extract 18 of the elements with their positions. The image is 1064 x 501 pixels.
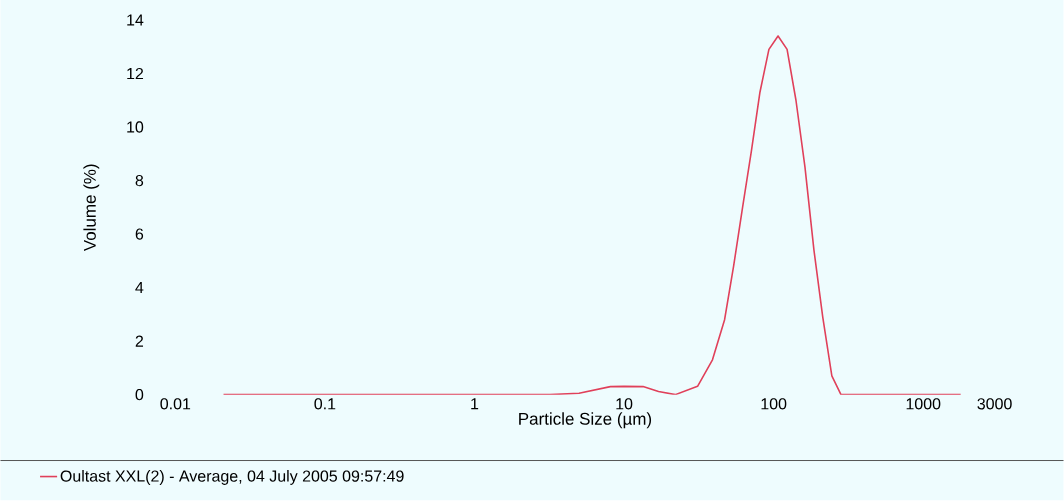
y-tick-label: 0 bbox=[135, 389, 144, 401]
y-tick-label: 2 bbox=[135, 335, 144, 347]
y-tick-label: 4 bbox=[135, 282, 144, 294]
x-tick-label: 1 bbox=[471, 398, 479, 410]
x-tick-label: 10 bbox=[616, 398, 633, 410]
legend-label: Oultast XXL(2) - Average, 04 July 2005 09:57:49 bbox=[60, 470, 404, 486]
y-tick-label: 12 bbox=[127, 68, 144, 80]
x-axis-title: Particle Size (µm) bbox=[519, 412, 652, 429]
y-tick-label: 10 bbox=[127, 121, 144, 133]
y-tick-label: 14 bbox=[127, 14, 144, 26]
y-tick-label: 6 bbox=[135, 228, 144, 240]
x-tick-label: 100 bbox=[761, 398, 787, 410]
x-tick-label: 0.01 bbox=[160, 398, 191, 410]
x-tick-label: 0.1 bbox=[314, 398, 336, 410]
y-tick-label: 8 bbox=[135, 175, 144, 187]
y-axis-title: Volume (%) bbox=[83, 164, 100, 252]
x-tick-label: 1000 bbox=[906, 398, 941, 410]
x-tick-label: 3000 bbox=[977, 398, 1012, 410]
